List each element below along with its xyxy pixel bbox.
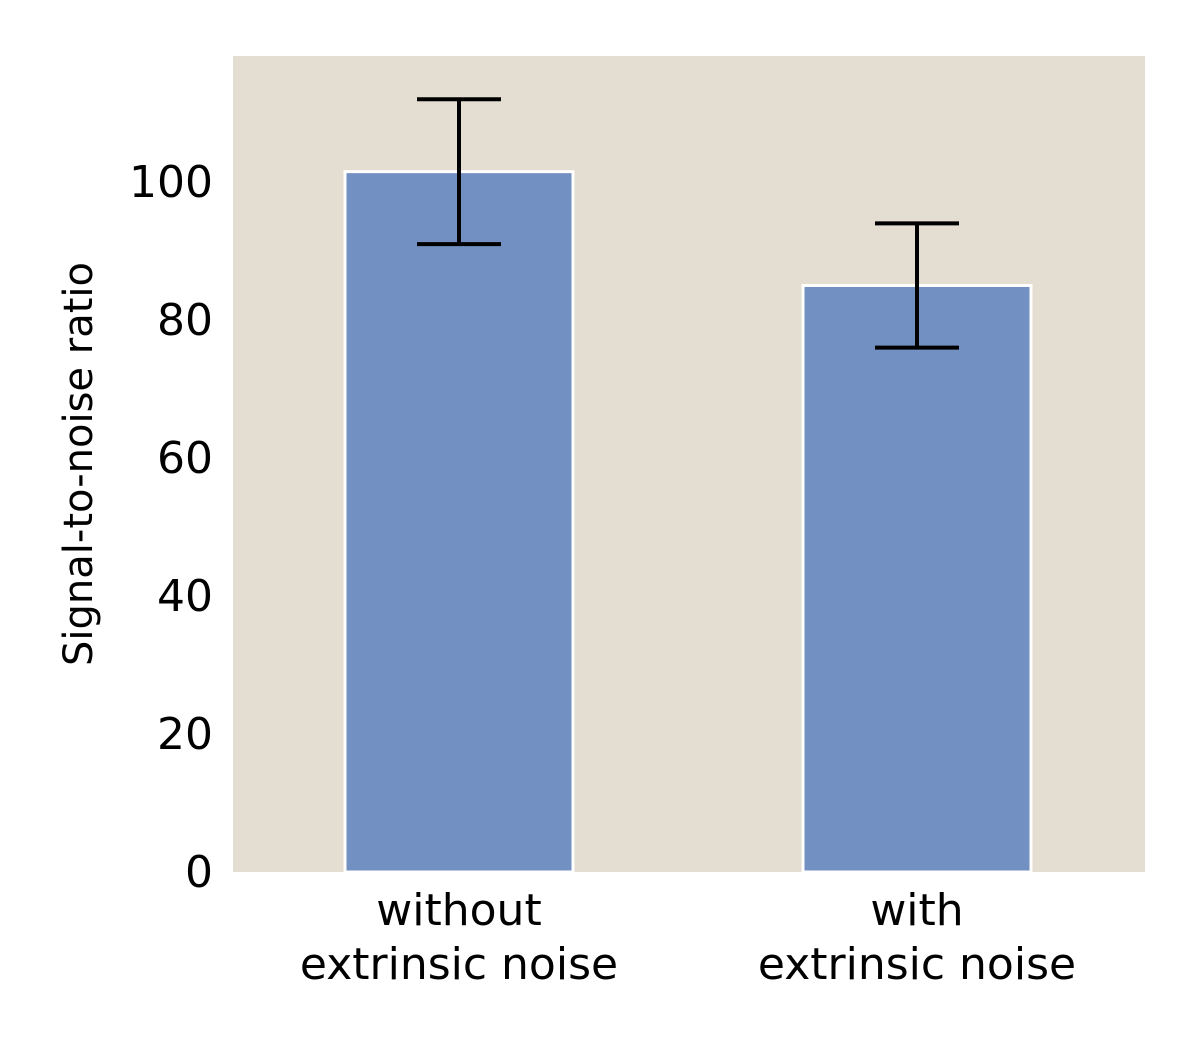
error-bar-2 <box>875 221 959 350</box>
y-tick-label: 40 <box>157 571 213 622</box>
bar-2 <box>801 284 1033 874</box>
x-tick-label-line: extrinsic noise <box>300 939 618 990</box>
error-bars-group <box>417 97 959 350</box>
y-tick-label: 60 <box>157 433 213 484</box>
y-axis-ticks: 0 20 40 60 80 100 <box>129 157 213 898</box>
y-axis-label: Signal-to-noise ratio <box>56 262 102 666</box>
x-tick-label: without extrinsic noise <box>300 885 618 990</box>
error-bar-1 <box>417 97 501 247</box>
x-tick-label-line: extrinsic noise <box>758 939 1076 990</box>
y-tick-label: 80 <box>157 295 213 346</box>
x-tick-label-line: with <box>870 885 963 936</box>
y-tick-label: 20 <box>157 709 213 760</box>
bar-1 <box>343 170 575 874</box>
x-tick-label-line: without <box>376 885 541 936</box>
y-tick-label: 100 <box>129 157 213 208</box>
x-tick-label: with extrinsic noise <box>758 885 1076 990</box>
y-tick-label: 0 <box>185 847 213 898</box>
